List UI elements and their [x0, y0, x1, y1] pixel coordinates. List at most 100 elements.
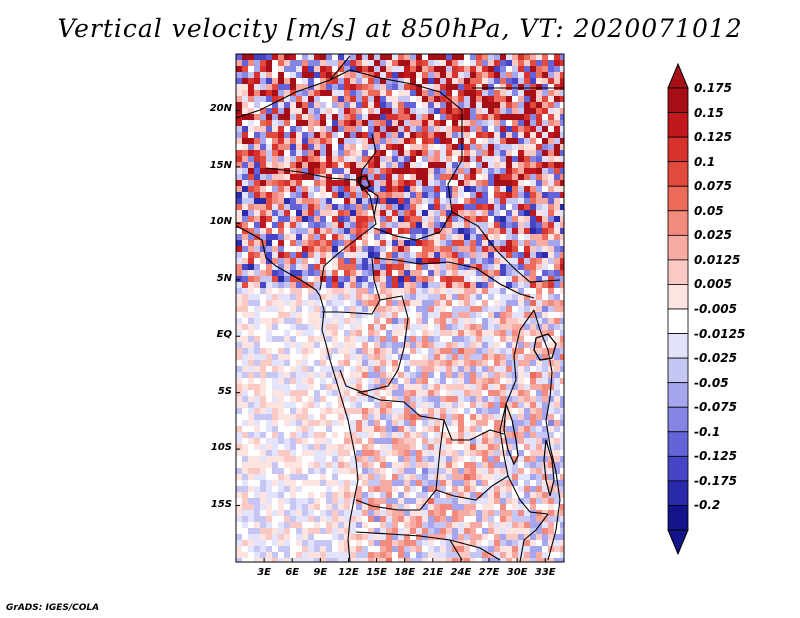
field-cell	[284, 516, 290, 522]
field-cell	[554, 498, 560, 504]
field-cell	[278, 234, 284, 240]
field-cell	[278, 156, 284, 162]
field-cell	[302, 420, 308, 426]
field-cell	[500, 276, 506, 282]
field-cell	[260, 66, 266, 72]
field-cell	[530, 402, 536, 408]
field-cell	[266, 450, 272, 456]
field-cell	[434, 426, 440, 432]
field-cell	[512, 354, 518, 360]
field-cell	[266, 396, 272, 402]
field-cell	[416, 240, 422, 246]
field-cell	[524, 54, 530, 60]
field-cell	[260, 486, 266, 492]
field-cell	[488, 468, 494, 474]
field-cell	[416, 522, 422, 528]
field-cell	[272, 534, 278, 540]
field-cell	[470, 498, 476, 504]
field-cell	[242, 66, 248, 72]
field-cell	[302, 492, 308, 498]
field-cell	[278, 132, 284, 138]
field-cell	[362, 498, 368, 504]
field-cell	[434, 216, 440, 222]
field-cell	[368, 474, 374, 480]
field-cell	[302, 516, 308, 522]
field-cell	[500, 288, 506, 294]
field-cell	[272, 384, 278, 390]
field-cell	[422, 306, 428, 312]
field-cell	[338, 276, 344, 282]
field-cell	[338, 90, 344, 96]
field-cell	[350, 132, 356, 138]
field-cell	[260, 144, 266, 150]
field-cell	[254, 198, 260, 204]
field-cell	[548, 72, 554, 78]
field-cell	[524, 546, 530, 552]
field-cell	[332, 198, 338, 204]
field-cell	[392, 474, 398, 480]
field-cell	[380, 192, 386, 198]
field-cell	[392, 534, 398, 540]
field-cell	[272, 450, 278, 456]
field-cell	[368, 456, 374, 462]
field-cell	[362, 438, 368, 444]
field-cell	[248, 348, 254, 354]
field-cell	[410, 414, 416, 420]
field-cell	[446, 390, 452, 396]
field-cell	[374, 360, 380, 366]
field-cell	[500, 540, 506, 546]
field-cell	[344, 438, 350, 444]
field-cell	[398, 162, 404, 168]
field-cell	[524, 414, 530, 420]
field-cell	[302, 318, 308, 324]
border-nigeria	[265, 167, 377, 291]
field-cell	[248, 384, 254, 390]
field-cell	[398, 540, 404, 546]
field-cell	[482, 342, 488, 348]
field-cell	[248, 468, 254, 474]
field-cell	[326, 480, 332, 486]
field-cell	[266, 456, 272, 462]
field-cell	[332, 90, 338, 96]
field-cell	[284, 138, 290, 144]
field-cell	[374, 306, 380, 312]
field-cell	[410, 342, 416, 348]
field-cell	[398, 510, 404, 516]
field-cell	[386, 252, 392, 258]
field-cell	[536, 498, 542, 504]
field-cell	[458, 324, 464, 330]
field-cell	[290, 66, 296, 72]
field-cell	[368, 324, 374, 330]
field-cell	[314, 366, 320, 372]
field-cell	[296, 204, 302, 210]
field-cell	[314, 246, 320, 252]
field-cell	[302, 66, 308, 72]
field-cell	[404, 342, 410, 348]
field-cell	[434, 318, 440, 324]
field-cell	[410, 552, 416, 558]
field-cell	[410, 198, 416, 204]
field-cell	[278, 528, 284, 534]
field-cell	[428, 438, 434, 444]
field-cell	[410, 456, 416, 462]
field-cell	[458, 228, 464, 234]
field-cell	[446, 486, 452, 492]
field-cell	[392, 222, 398, 228]
field-cell	[560, 408, 564, 414]
field-cell	[494, 174, 500, 180]
field-cell	[542, 480, 548, 486]
field-cell	[428, 498, 434, 504]
lon-tick-label: 3E	[257, 567, 271, 578]
field-cell	[338, 306, 344, 312]
field-cell	[368, 72, 374, 78]
field-cell	[428, 324, 434, 330]
field-cell	[500, 294, 506, 300]
field-cell	[266, 534, 272, 540]
field-cell	[242, 516, 248, 522]
field-cell	[374, 96, 380, 102]
field-cell	[476, 450, 482, 456]
field-cell	[470, 348, 476, 354]
field-cell	[278, 108, 284, 114]
field-cell	[554, 318, 560, 324]
field-cell	[524, 462, 530, 468]
